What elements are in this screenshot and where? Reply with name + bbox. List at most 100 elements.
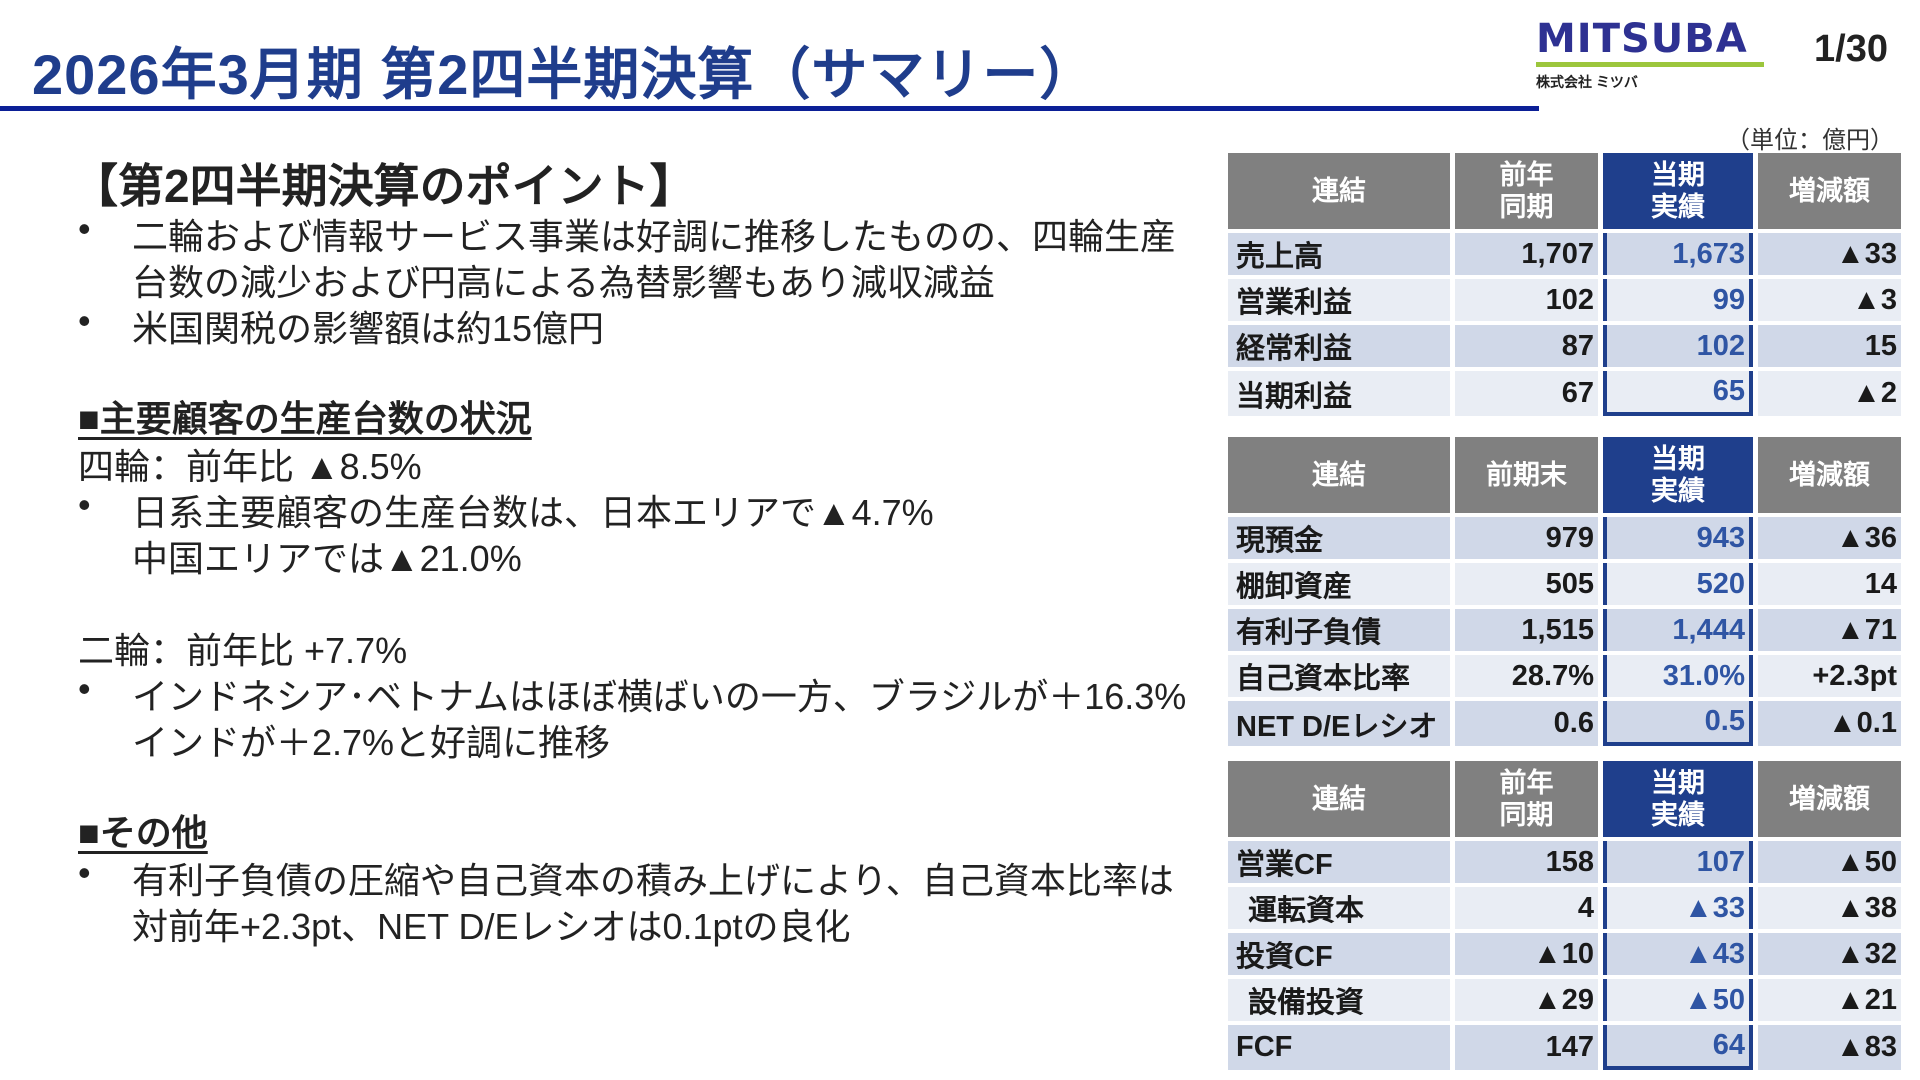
point-1-line-2: 台数の減少および円高による為替影響もあり減収減益 [132,262,995,303]
cell-value: ▲83 [1758,1025,1901,1070]
bullet-dot: • [78,208,91,249]
cell-value: 65 [1603,371,1753,416]
row-label: 有利子負債 [1228,609,1450,651]
bullet-dot: • [78,852,91,893]
logo-wordmark: MITSUBA [1536,16,1748,62]
cell-value: 28.7% [1455,655,1598,697]
table-row: 投資CF ▲10 ▲43 ▲32 [1228,933,1901,975]
column-header: 連結 [1228,153,1450,229]
other-line-1: 有利子負債の圧縮や自己資本の積み上げにより、自己資本比率は [132,860,1174,901]
row-label: 売上高 [1228,233,1450,275]
table-row: NET D/Eレシオ 0.6 0.5 ▲0.1 [1228,701,1901,746]
column-header: 増減額 [1758,761,1901,837]
table-row: 経常利益 87 102 15 [1228,325,1901,367]
table-row: 売上高 1,707 1,673 ▲33 [1228,233,1901,275]
bullet-dot: • [78,484,91,525]
column-header: 当期 実績 [1603,153,1753,229]
cell-value: 107 [1603,841,1753,883]
cell-value: ▲32 [1758,933,1901,975]
cell-value: 979 [1455,517,1598,559]
cell-value: ▲36 [1758,517,1901,559]
row-label: 設備投資 [1228,979,1450,1021]
cell-value: 1,673 [1603,233,1753,275]
cell-value: 31.0% [1603,655,1753,697]
cell-value: 67 [1455,371,1598,416]
point-2: 米国関税の影響額は約15億円 [132,308,605,349]
four-wheel-summary: 四輪：前年比 ▲8.5% [78,446,422,487]
table-row: 当期利益 67 65 ▲2 [1228,371,1901,416]
cell-value: 505 [1455,563,1598,605]
two-wheel-line-2: インドが＋2.7%と好調に推移 [132,722,611,763]
row-label: NET D/Eレシオ [1228,701,1450,746]
table-row: 運転資本 4 ▲33 ▲38 [1228,887,1901,929]
row-label: 営業利益 [1228,279,1450,321]
cell-value: ▲2 [1758,371,1901,416]
column-header: 増減額 [1758,153,1901,229]
cell-value: 0.6 [1455,701,1598,746]
unit-label: （単位：億円） [1726,127,1894,154]
column-header: 連結 [1228,437,1450,513]
cell-value: 943 [1603,517,1753,559]
cell-value: +2.3pt [1758,655,1901,697]
company-logo: MITSUBA 株式会社 ミツバ [1536,18,1766,92]
other-line-2: 対前年+2.3pt、NET D/Eレシオは0.1ptの良化 [132,906,851,947]
row-label: 運転資本 [1228,887,1450,929]
cell-value: 520 [1603,563,1753,605]
cell-value: 1,707 [1455,233,1598,275]
cell-value: 15 [1758,325,1901,367]
table-row: FCF 147 64 ▲83 [1228,1025,1901,1070]
table-row: 営業CF 158 107 ▲50 [1228,841,1901,883]
cell-value: 158 [1455,841,1598,883]
cell-value: 102 [1603,325,1753,367]
cell-value: 1,515 [1455,609,1598,651]
two-wheel-line-1: インドネシア･ベトナムはほぼ横ばいの一方、ブラジルが＋16.3% [132,676,1187,717]
row-label: 自己資本比率 [1228,655,1450,697]
page-number: 1/30 [1814,28,1888,70]
cell-value: ▲50 [1603,979,1753,1021]
two-wheel-summary: 二輪：前年比 +7.7% [78,630,408,671]
table-row: 棚卸資産 505 520 14 [1228,563,1901,605]
cell-value: ▲33 [1603,887,1753,929]
cell-value: 147 [1455,1025,1598,1070]
cell-value: 87 [1455,325,1598,367]
column-header: 当期 実績 [1603,761,1753,837]
cell-value: ▲50 [1758,841,1901,883]
table-row: 現預金 979 943 ▲36 [1228,517,1901,559]
row-label: 投資CF [1228,933,1450,975]
column-header: 前年 同期 [1455,153,1598,229]
column-header: 連結 [1228,761,1450,837]
column-header: 増減額 [1758,437,1901,513]
cell-value: ▲3 [1758,279,1901,321]
table-row: 営業利益 102 99 ▲3 [1228,279,1901,321]
table-row: 有利子負債 1,515 1,444 ▲71 [1228,609,1901,651]
cell-value: 99 [1603,279,1753,321]
cell-value: ▲38 [1758,887,1901,929]
row-label: FCF [1228,1025,1450,1070]
page-title: 2026年3月期 第2四半期決算（サマリー） [32,43,1097,106]
cell-value: 1,444 [1603,609,1753,651]
cell-value: 102 [1455,279,1598,321]
cell-value: 64 [1603,1025,1753,1070]
cell-value: 4 [1455,887,1598,929]
cell-value: ▲10 [1455,933,1598,975]
row-label: 棚卸資産 [1228,563,1450,605]
row-label: 経常利益 [1228,325,1450,367]
cell-value: ▲43 [1603,933,1753,975]
cell-value: ▲33 [1758,233,1901,275]
title-divider [0,106,1539,111]
cell-value: 0.5 [1603,701,1753,746]
logo-subtitle: 株式会社 ミツバ [1536,74,1638,90]
other-heading: ■その他 [78,812,208,853]
column-header: 前期末 [1455,437,1598,513]
logo-green-bar [1536,62,1764,67]
column-header: 前年 同期 [1455,761,1598,837]
bullet-dot: • [78,300,91,341]
customer-heading: ■主要顧客の生産台数の状況 [78,398,532,439]
cell-value: ▲29 [1455,979,1598,1021]
row-label: 現預金 [1228,517,1450,559]
four-wheel-line-1: 日系主要顧客の生産台数は、日本エリアで▲4.7% [132,492,934,533]
cell-value: ▲0.1 [1758,701,1901,746]
row-label: 営業CF [1228,841,1450,883]
bullet-dot: • [78,668,91,709]
column-header: 当期 実績 [1603,437,1753,513]
